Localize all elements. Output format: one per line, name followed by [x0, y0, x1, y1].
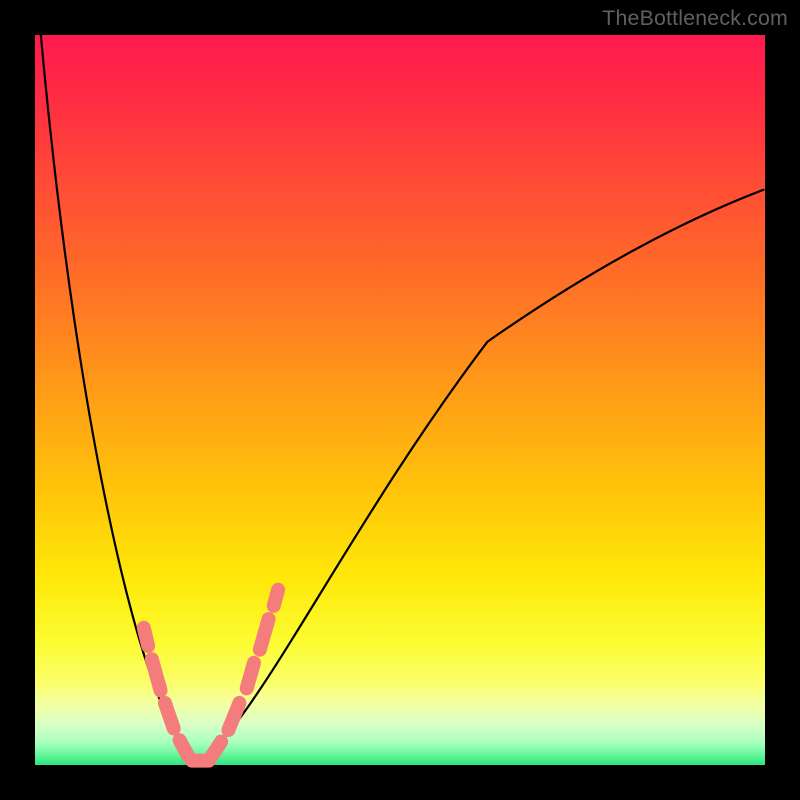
curve-marker-segment	[180, 740, 189, 756]
bottleneck-curve-plot: line	[0, 0, 800, 800]
curve-marker-segment	[260, 619, 269, 650]
curve-marker-segment	[165, 703, 174, 729]
watermark-text: TheBottleneck.com	[602, 6, 788, 31]
curve-marker-segment	[247, 663, 254, 689]
curve-marker-segment	[144, 628, 148, 646]
curve-marker-segment	[212, 742, 221, 757]
chart-root: TheBottleneck.com line	[0, 0, 800, 800]
curve-marker-segment	[274, 590, 278, 606]
curve-marker-segment	[152, 659, 161, 690]
